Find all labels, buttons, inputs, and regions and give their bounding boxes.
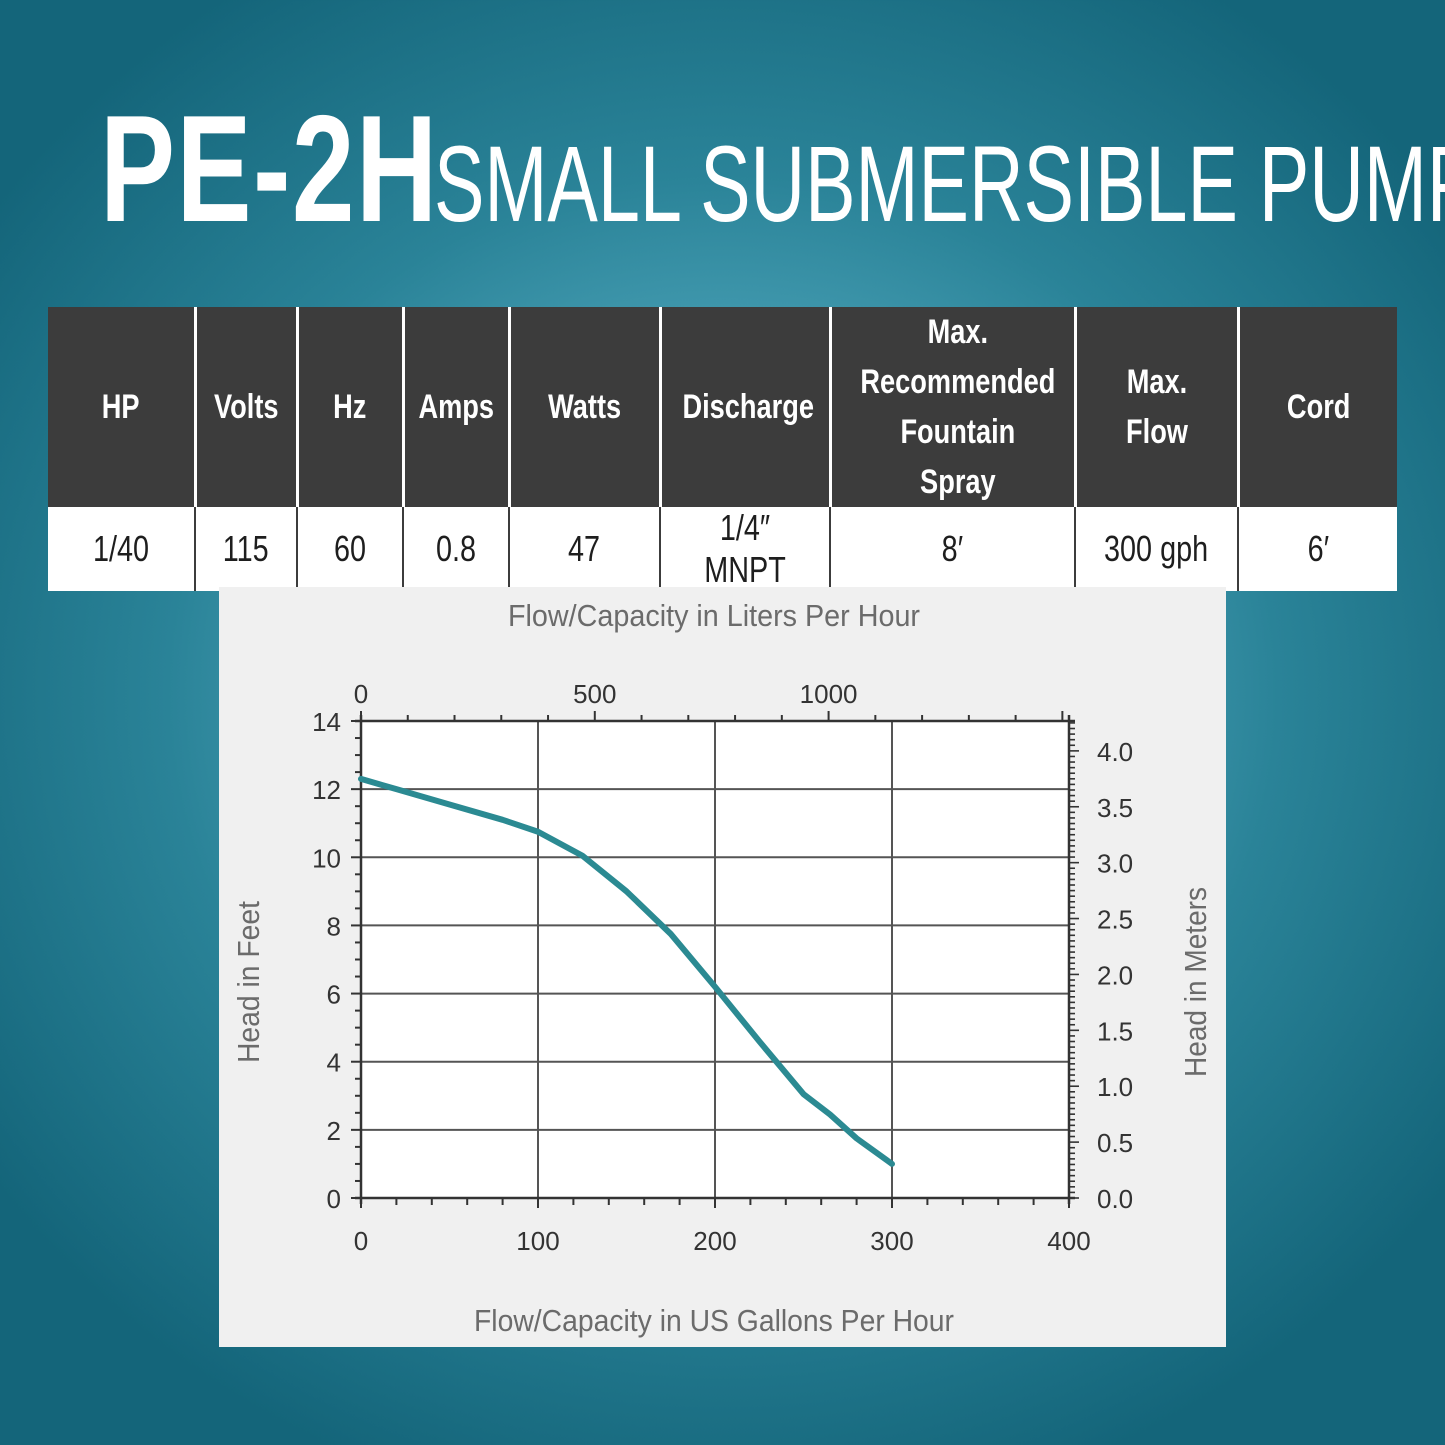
y-tick-label: 4 [327,1048,341,1078]
spec-value-hp: 1/40 [48,507,196,591]
spec-value-max-spray: 8′ [830,507,1076,591]
spec-header-watts: Watts [509,307,662,507]
spec-value-row: 1/40 115 60 0.8 47 1/4″ MNPT 8′ 300 gph … [48,507,1397,591]
y2-tick-label: 2.0 [1097,960,1133,990]
y-tick-label: 6 [327,980,341,1010]
y2-tick-label: 2.5 [1097,905,1133,935]
spec-header-hz: Hz [297,307,405,507]
x-tick-label: 0 [354,1226,368,1256]
left-axis-title: Head in Feet [231,901,266,1063]
pump-curve-chart: 0 2 4 6 8 10 12 14 0 100 200 300 400 0.0 0.5 1.0 1.5 2.0 2… [219,587,1226,1347]
x-tick-label: 400 [1047,1226,1090,1256]
spec-header-volts: Volts [195,307,299,507]
top-tick-label: 500 [573,679,616,709]
model-name: PE-2H [100,84,439,254]
spec-value-max-flow: 300 gph [1075,507,1239,591]
spec-value-amps: 0.8 [403,507,510,591]
bottom-axis-title: Flow/Capacity in US Gallons Per Hour [474,1303,954,1338]
y-tick-label: 8 [327,911,341,941]
spec-table: HP Volts Hz Amps Watts Discharge Max. Re… [48,307,1397,591]
spec-header-hp: HP [48,307,197,507]
y-tick-label: 14 [312,707,341,737]
axis-ticks [351,711,1079,1208]
x-tick-label: 300 [870,1226,913,1256]
y2-tick-label: 1.5 [1097,1016,1133,1046]
spec-value-watts: 47 [509,507,661,591]
spec-header-max-flow: Max. Flow [1075,307,1240,507]
y-tick-label: 12 [312,775,341,805]
y-tick-label: 2 [327,1116,341,1146]
y2-tick-label: 1.0 [1097,1072,1133,1102]
y2-tick-label: 0.0 [1097,1184,1133,1214]
gridlines [361,721,1069,1198]
y2-tick-label: 0.5 [1097,1128,1133,1158]
performance-curve [358,775,895,1167]
top-tick-label: 1000 [800,679,858,709]
spec-value-discharge: 1/4″ MNPT [660,507,831,591]
spec-header-cord: Cord [1238,307,1397,507]
spec-header-max-spray: Max. Recommended Fountain Spray [830,307,1077,507]
x-tick-label: 200 [693,1226,736,1256]
top-axis-title: Flow/Capacity in Liters Per Hour [508,598,920,633]
y-tick-label: 10 [312,843,341,873]
spec-header-discharge: Discharge [660,307,832,507]
y2-tick-label: 4.0 [1097,737,1133,767]
title-block: PE-2H SMALL SUBMERSIBLE PUMP [100,82,1445,254]
right-axis-title: Head in Meters [1178,887,1213,1077]
y2-tick-label: 3.5 [1097,793,1133,823]
spec-value-hz: 60 [297,507,404,591]
x-tick-label: 100 [516,1226,559,1256]
y2-tick-label: 3.0 [1097,849,1133,879]
top-tick-label: 0 [354,679,368,709]
spec-value-volts: 115 [195,507,298,591]
spec-header-amps: Amps [403,307,511,507]
y-tick-label: 0 [327,1184,341,1214]
product-subtitle: SMALL SUBMERSIBLE PUMP [434,123,1445,244]
spec-header-row: HP Volts Hz Amps Watts Discharge Max. Re… [48,307,1397,507]
spec-value-cord: 6′ [1238,507,1397,591]
